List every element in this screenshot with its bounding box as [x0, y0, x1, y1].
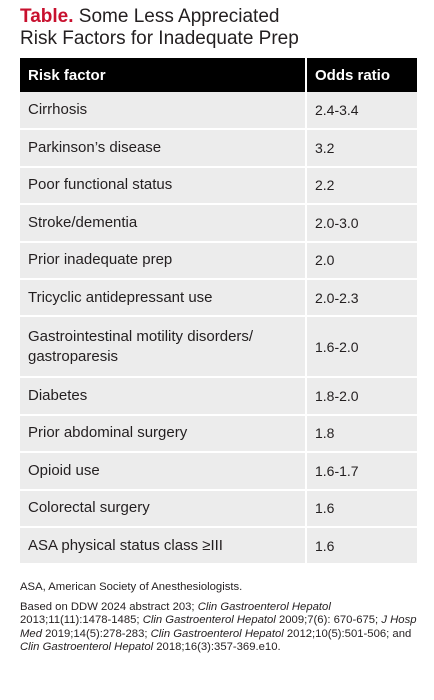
table-row: Gastrointestinal motility disorders/ gas… [20, 316, 417, 379]
ref-text: 2013;11(11):1478-1485; [20, 614, 143, 627]
odds-ratio-cell: 2.0-3.0 [305, 204, 417, 243]
journal-name: Clin Gastroenterol Hepatol [197, 600, 331, 613]
table-title: Table. Some Less Appreciated Risk Factor… [20, 6, 420, 50]
table-row: Opioid use 1.6-1.7 [20, 452, 417, 491]
ref-text: 2009;7(6): 670-675; [275, 614, 382, 627]
risk-factor-cell: Parkinson’s disease [20, 129, 306, 168]
odds-ratio-cell: 1.6-2.0 [305, 316, 417, 379]
references-note: Based on DDW 2024 abstract 203; Clin Gas… [20, 601, 417, 655]
risk-factor-cell: Poor functional status [20, 166, 306, 206]
table-title-line2: Risk Factors for Inadequate Prep [20, 28, 299, 49]
odds-ratio-cell: 1.8-2.0 [305, 377, 417, 416]
odds-ratio-cell: 2.0 [305, 241, 417, 280]
table: Risk factor Odds ratio Cirrhosis 2.4-3.4… [20, 58, 417, 566]
risk-factor-line2: gastroparesis [28, 347, 119, 365]
ref-text: Based on DDW 2024 abstract 203; [20, 600, 198, 613]
table-row: Colorectal surgery 1.6 [20, 489, 417, 528]
table-title-line1: Some Less Appreciated [78, 6, 280, 27]
table-footnotes: ASA, American Society of Anesthesiologis… [20, 581, 417, 655]
odds-ratio-cell: 2.0-2.3 [305, 278, 417, 318]
risk-factor-cell: Cirrhosis [20, 92, 306, 131]
risk-factor-cell: Prior inadequate prep [20, 241, 306, 280]
risk-factor-cell: Prior abdominal surgery [20, 414, 306, 454]
journal-name: J Hosp Med [20, 614, 417, 640]
risk-factor-table: Risk factor Odds ratio Cirrhosis 2.4-3.4… [20, 58, 417, 566]
ref-text: 2019;14(5):278-283; [41, 627, 151, 640]
odds-ratio-cell: 1.8 [305, 414, 417, 454]
table-row: Poor functional status 2.2 [20, 166, 417, 206]
risk-factor-line1: Gastrointestinal motility disorders/ [28, 327, 254, 345]
abbreviation-note: ASA, American Society of Anesthesiologis… [20, 581, 243, 593]
odds-ratio-cell: 1.6-1.7 [305, 452, 417, 491]
risk-factor-cell: ASA physical status class ≥III [20, 526, 306, 566]
odds-ratio-cell: 1.6 [305, 489, 417, 528]
table-row: Stroke/dementia 2.0-3.0 [20, 204, 417, 243]
table-row: Prior abdominal surgery 1.8 [20, 414, 417, 454]
table-row: Diabetes 1.8-2.0 [20, 377, 417, 416]
table-row: ASA physical status class ≥III 1.6 [20, 526, 417, 566]
odds-ratio-cell: 2.2 [305, 166, 417, 206]
table-label: Table. [20, 6, 74, 27]
risk-factor-cell: Stroke/dementia [20, 204, 306, 243]
odds-ratio-cell: 2.4-3.4 [305, 92, 417, 131]
journal-name: Clin Gastroenterol Hepatol [150, 627, 284, 640]
ref-text: 2012;10(5):501-506; and [283, 627, 412, 640]
odds-ratio-cell: 3.2 [305, 129, 417, 168]
header-risk-factor: Risk factor [20, 58, 306, 92]
journal-name: Clin Gastroenterol Hepatol [142, 614, 276, 627]
risk-factor-cell: Colorectal surgery [20, 489, 306, 528]
table-row: Tricyclic antidepressant use 2.0-2.3 [20, 278, 417, 318]
table-row: Parkinson’s disease 3.2 [20, 129, 417, 168]
risk-factor-cell: Tricyclic antidepressant use [20, 278, 306, 318]
table-row: Prior inadequate prep 2.0 [20, 241, 417, 280]
ref-text: 2018;16(3):357-369.e10. [153, 641, 281, 654]
header-odds-ratio: Odds ratio [305, 58, 417, 92]
risk-factor-cell: Gastrointestinal motility disorders/ gas… [20, 316, 306, 379]
table-header-row: Risk factor Odds ratio [20, 58, 417, 92]
risk-factor-cell: Opioid use [20, 452, 306, 491]
table-row: Cirrhosis 2.4-3.4 [20, 92, 417, 131]
journal-name: Clin Gastroenterol Hepatol [20, 641, 154, 654]
risk-factor-cell: Diabetes [20, 377, 306, 416]
odds-ratio-cell: 1.6 [305, 526, 417, 566]
